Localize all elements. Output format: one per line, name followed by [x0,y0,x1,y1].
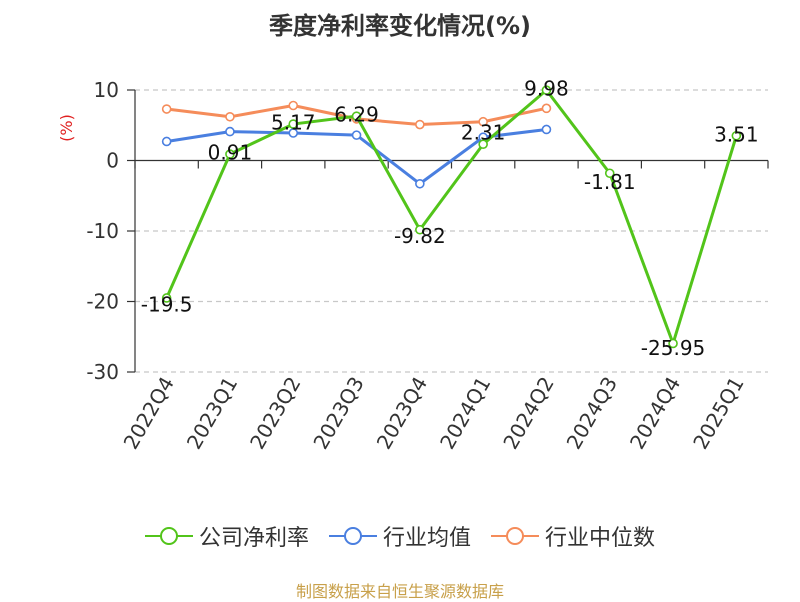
x-tick-label: 2025Q1 [688,373,748,454]
x-tick-label: 2022Q4 [119,373,179,454]
grid-lines [135,89,768,373]
data-point [541,103,552,114]
x-tick-label: 2023Q3 [308,373,368,454]
data-point [225,111,235,122]
data-label: 9.98 [524,77,569,101]
legend-label-industry-mean: 行业均值 [382,526,471,551]
data-label: -9.82 [394,224,446,248]
legend-swatch-company [144,527,193,545]
data-label: -1.81 [584,170,636,194]
x-tick-label: 2024Q4 [625,373,685,454]
data-point [351,111,362,121]
data-point [541,85,552,95]
y-tick-label: 10 [94,78,119,102]
data-point [288,119,299,129]
data-point [225,126,235,137]
data-point [351,130,362,140]
series-lines [161,85,742,349]
x-tick-label: 2023Q1 [182,373,242,454]
legend-swatch-industry-median [491,527,539,545]
data-label: -19.5 [141,292,193,316]
data-point [478,139,488,150]
data-point [478,116,488,127]
data-point [161,104,172,114]
data-point [668,338,678,349]
data-label: 2.31 [461,121,506,145]
data-label: -25.95 [641,336,705,360]
data-label: 6.29 [334,103,379,127]
source-note: 制图数据来自恒生聚源数据库 [295,582,504,601]
data-label: 3.51 [714,122,759,146]
legend-swatch-industry-mean [328,527,377,545]
data-point [731,130,742,141]
y-axis-label: (%) [57,114,76,142]
y-tick-label: -30 [86,360,119,384]
x-tick-label: 2024Q3 [562,373,622,454]
series-line [165,88,738,345]
data-point [604,168,615,179]
legend: 公司净利率 行业均值 行业中位数 [0,520,800,552]
y-tick-label: -10 [86,219,119,243]
data-point [541,124,552,135]
data-label: 0.91 [208,141,253,165]
legend-label-company: 公司净利率 [198,526,309,551]
data-point [415,224,425,235]
y-tick-label: -20 [86,290,119,314]
x-tick-label: 2023Q2 [245,373,305,454]
legend-item-company[interactable]: 公司净利率 [144,520,309,552]
x-tick-label: 2024Q1 [435,373,495,454]
y-tick-label: 0 [106,149,119,173]
data-point [415,119,425,130]
legend-item-industry-mean[interactable]: 行业均值 [328,520,471,552]
data-point [288,100,299,111]
data-point [161,136,172,147]
data-point [225,149,235,159]
chart-title: 季度净利率变化情况(%) [269,12,531,40]
x-tick-label: 2024Q2 [498,373,558,454]
legend-label-industry-median: 行业中位数 [545,526,656,551]
data-label: 5.17 [271,111,316,135]
data-point [288,128,299,138]
data-labels: -19.5 0.91 5.17 6.29 -9.82 2.31 9.98 -1.81 -25.9… [141,77,759,360]
x-tick-label: 2023Q4 [372,373,432,454]
data-point [415,178,425,189]
data-point [161,293,172,303]
legend-item-industry-median[interactable]: 行业中位数 [491,520,655,552]
